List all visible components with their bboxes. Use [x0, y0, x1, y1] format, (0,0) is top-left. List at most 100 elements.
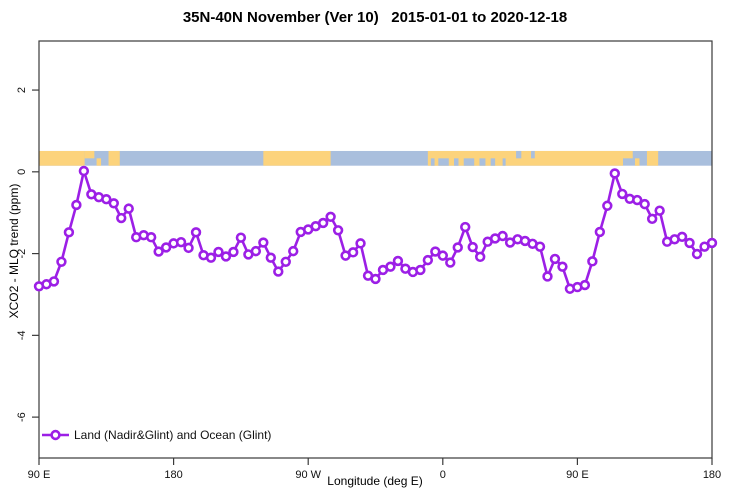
data-point-marker [632, 194, 643, 206]
data-point-marker [684, 237, 695, 249]
data-point-marker [422, 254, 434, 266]
data-point-marker [220, 251, 232, 262]
data-point-marker [602, 200, 613, 211]
legend: Land (Nadir&Glint) and Ocean (Glint) [42, 428, 271, 442]
data-point-marker [691, 248, 703, 260]
data-point-marker [497, 230, 508, 242]
series-line [38, 169, 713, 291]
x-tick-label: 90 E [566, 469, 589, 481]
land-segment [84, 150, 95, 159]
data-point-marker [273, 266, 284, 277]
land-segment [39, 150, 85, 166]
data-point-marker [557, 261, 568, 272]
data-point-marker [445, 257, 456, 268]
data-point-marker [430, 246, 441, 257]
data-point-marker [228, 246, 239, 258]
data-point-marker [467, 241, 478, 253]
x-tick-label: 180 [703, 469, 721, 481]
data-point-marker [317, 217, 329, 229]
data-point-marker [452, 242, 463, 253]
data-point-marker [108, 198, 119, 209]
data-point-marker [250, 245, 262, 257]
data-point-marker [63, 227, 75, 238]
land-segment [634, 158, 640, 166]
ocean-patch [454, 158, 459, 166]
x-tick-label: 180 [164, 469, 182, 481]
y-tick-label: -6 [16, 412, 28, 422]
data-point-marker [437, 250, 448, 261]
data-point-marker [116, 212, 127, 224]
data-point-marker [654, 205, 665, 216]
data-point-marker [153, 246, 164, 257]
data-point-marker [534, 241, 546, 252]
data-point-marker [370, 273, 381, 285]
data-point-marker [205, 252, 217, 263]
legend-marker [50, 429, 61, 441]
ocean-patch [463, 158, 475, 166]
data-point-marker [542, 271, 553, 282]
y-tick-label: 2 [16, 87, 28, 93]
data-point-marker [78, 165, 90, 177]
data-point-marker [332, 225, 344, 236]
ocean-patch [516, 150, 522, 159]
data-point-marker [474, 251, 486, 263]
data-point-marker [48, 276, 60, 287]
data-point-marker [325, 211, 336, 222]
data-point-marker [579, 279, 591, 291]
x-tick-label: 90 W [295, 469, 321, 481]
data-point-marker [183, 242, 194, 254]
data-point-marker [258, 237, 269, 248]
land-segment [646, 150, 659, 166]
data-series [33, 165, 718, 294]
land-segment [96, 158, 102, 166]
data-point-marker [549, 253, 561, 265]
x-tick-label: 90 E [28, 469, 51, 481]
data-point-marker [617, 188, 628, 200]
data-point-marker [594, 226, 606, 238]
data-point-marker [160, 242, 172, 253]
legend-label: Land (Nadir&Glint) and Ocean (Glint) [74, 428, 271, 442]
y-tick-label: 0 [16, 169, 28, 175]
ocean-patch [438, 158, 449, 166]
data-point-marker [101, 194, 112, 205]
data-point-marker [415, 264, 426, 276]
land-ocean-band [39, 150, 712, 166]
y-tick-label: -4 [16, 330, 28, 340]
ocean-patch [490, 158, 496, 166]
data-point-marker [646, 213, 658, 225]
y-axis-label: XCO2 - MLO trend (ppm) [7, 183, 21, 319]
ocean-patch [531, 150, 535, 159]
data-point-marker [639, 198, 650, 210]
y-tick-label: -2 [16, 249, 28, 259]
ocean-patch [502, 158, 506, 166]
x-tick-label: 0 [440, 469, 446, 481]
data-point-marker [235, 232, 247, 243]
plot-frame [38, 40, 713, 459]
ocean-patch [430, 158, 435, 166]
data-point-marker [385, 261, 396, 272]
land-segment [427, 150, 624, 166]
data-point-marker [355, 238, 366, 249]
data-point-marker [280, 256, 291, 267]
data-point-marker [288, 245, 299, 257]
data-point-marker [190, 227, 202, 238]
x-axis-label: Longitude (deg E) [327, 474, 423, 488]
data-point-marker [676, 231, 688, 243]
ocean-patch [479, 158, 486, 166]
data-point-marker [265, 252, 277, 263]
data-point-marker [56, 256, 67, 267]
data-point-marker [706, 237, 718, 249]
y-axis-ticks: 2 0 -2 -4 -6 [16, 87, 39, 422]
data-point-marker [213, 246, 224, 258]
data-point-marker [609, 168, 620, 179]
land-segment [623, 150, 633, 159]
chart-title: 35N-40N November (Ver 10) 2015-01-01 to … [182, 9, 568, 26]
x-axis-ticks: 90 E 180 90 W 0 90 E 180 [28, 458, 721, 481]
data-point-marker [460, 221, 471, 233]
data-point-marker [123, 203, 134, 214]
data-point-marker [175, 236, 187, 248]
land-segment [263, 150, 331, 166]
data-point-marker [71, 199, 82, 211]
